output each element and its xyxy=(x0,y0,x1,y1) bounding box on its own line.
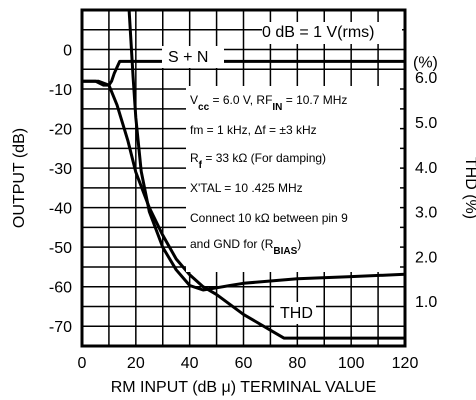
x-tick-label: 60 xyxy=(235,355,253,372)
plot-frame xyxy=(80,8,407,348)
condition-note: Vcc = 6.0 V, RFIN = 10.7 MHz xyxy=(190,93,347,113)
y2-tick-labels: 1.0 2.0 3.0 4.0 5.0 6.0 xyxy=(415,70,437,311)
reference-label: 0 dB = 1 V(rms) xyxy=(262,24,374,41)
x-tick-label: 40 xyxy=(181,355,199,372)
y-axis-title: OUTPUT (dB) xyxy=(11,128,28,228)
y-tick-label: -30 xyxy=(49,161,72,178)
y-tick-label: -20 xyxy=(49,122,72,139)
y2-tick-label: 2.0 xyxy=(415,249,437,266)
y2-tick-label: 5.0 xyxy=(415,115,437,132)
x-tick-label: 120 xyxy=(392,355,419,372)
condition-note: Rf = 33 kΩ (For damping) xyxy=(190,151,326,171)
series-label: THD xyxy=(280,305,313,322)
y-tick-label: -10 xyxy=(49,82,72,99)
y2-tick-label: 1.0 xyxy=(415,294,437,311)
conditions-notes: Vcc = 6.0 V, RFIN = 10.7 MHz fm = 1 kHz, … xyxy=(190,93,348,257)
y2-axis-title: THD (%) xyxy=(462,157,476,219)
x-tick-labels: 0 20 40 60 80 100 120 xyxy=(78,355,419,372)
series-line-thd xyxy=(127,9,406,292)
series-lines xyxy=(82,9,406,340)
series-label: S + N xyxy=(168,49,208,66)
y2-tick-label: 3.0 xyxy=(415,205,437,222)
condition-note: fm = 1 kHz, Δf = ±3 kHz xyxy=(190,123,317,137)
y-tick-label: -50 xyxy=(49,240,72,257)
condition-note: X'TAL = 10 .425 MHz xyxy=(190,181,303,195)
series-label-background xyxy=(274,302,316,324)
y2-unit-label: (%) xyxy=(413,54,438,71)
y-tick-label: -70 xyxy=(49,319,72,336)
series-line-n xyxy=(82,79,405,340)
condition-note: and GND for (RBIAS) xyxy=(190,237,301,257)
series-label-background xyxy=(162,46,224,68)
y-tick-label: -40 xyxy=(49,201,72,218)
y-tick-label: 0 xyxy=(63,43,72,60)
x-tick-label: 0 xyxy=(78,355,87,372)
x-tick-label: 80 xyxy=(288,355,306,372)
series-labels: S + N THD xyxy=(162,46,316,324)
reference-label-background xyxy=(262,22,402,44)
x-tick-label: 20 xyxy=(127,355,145,372)
x-tick-label: 100 xyxy=(338,355,365,372)
conditions-box-background xyxy=(186,86,400,272)
y2-tick-label: 4.0 xyxy=(415,160,437,177)
y-tick-label: -60 xyxy=(49,280,72,297)
y-tick-labels: 0 -10 -20 -30 -40 -50 -60 -70 xyxy=(49,43,72,337)
condition-note: Connect 10 kΩ between pin 9 xyxy=(190,211,348,225)
y2-tick-label: 6.0 xyxy=(415,70,437,87)
x-axis-title: RM INPUT (dB μ) TERMINAL VALUE xyxy=(111,379,377,396)
